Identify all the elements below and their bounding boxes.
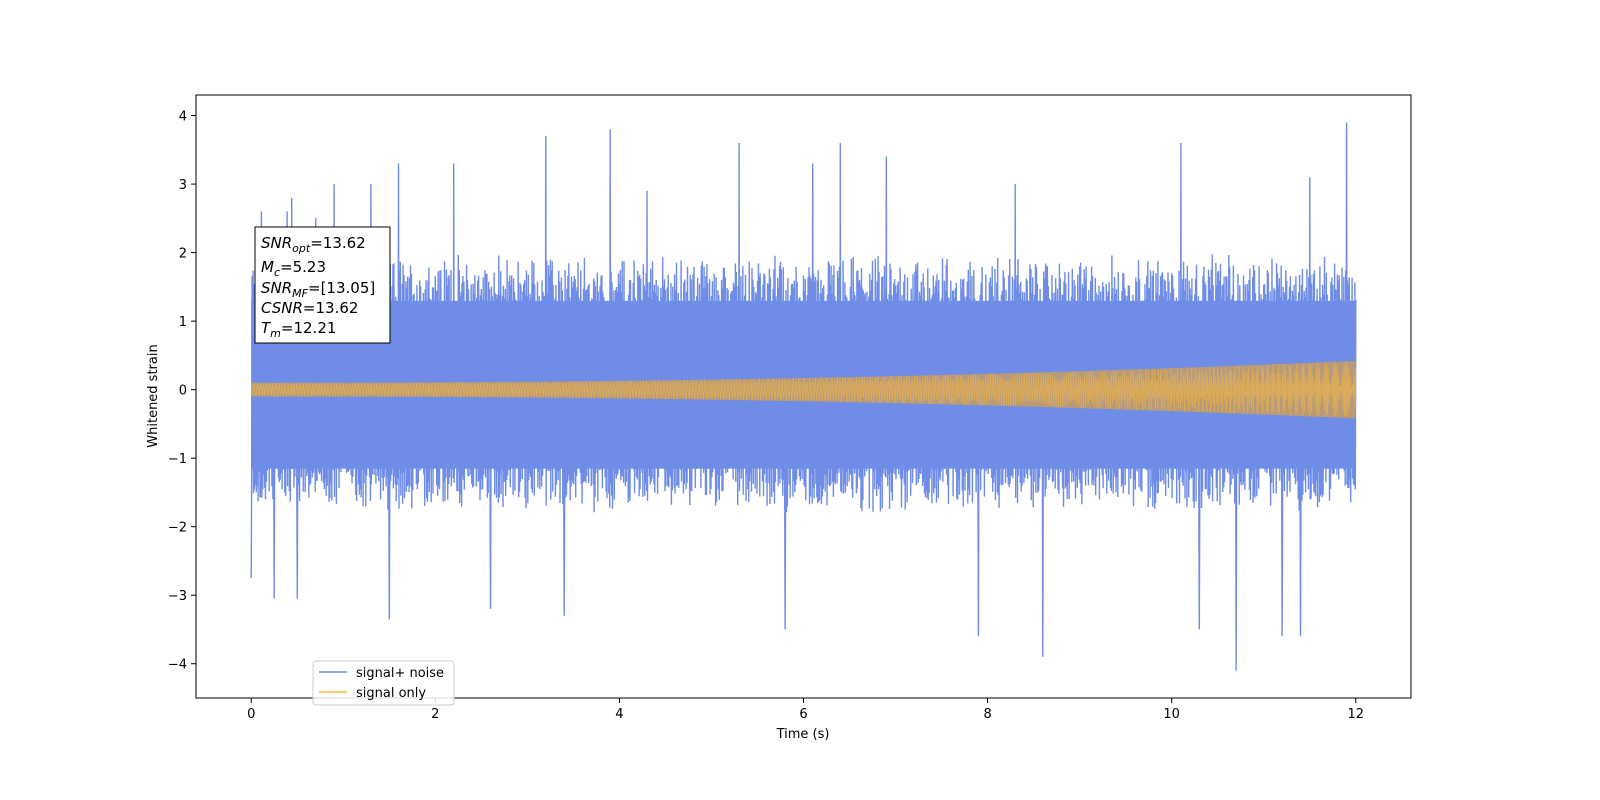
x-tick-label: 6 bbox=[799, 707, 807, 722]
y-tick-label: 4 bbox=[179, 110, 187, 125]
annotation-chirp-mass: Mc=5.23 bbox=[261, 258, 326, 279]
x-tick-label: 8 bbox=[983, 707, 991, 722]
annotation-snr-mf: SNRMF=[13.05] bbox=[261, 279, 375, 300]
y-axis-ticks: −4 −3 −2 −1 0 1 2 3 4 bbox=[168, 110, 196, 673]
y-tick-label: 2 bbox=[179, 247, 187, 262]
x-axis-label: Time (s) bbox=[776, 727, 830, 742]
annotation-csnr: CSNR=13.62 bbox=[261, 299, 358, 317]
y-tick-label: 0 bbox=[179, 384, 187, 399]
x-tick-label: 10 bbox=[1163, 707, 1180, 722]
signal-only-line bbox=[250, 361, 1357, 418]
y-tick-label: −1 bbox=[168, 452, 187, 467]
annotation-snr-opt: SNRopt=13.62 bbox=[261, 234, 366, 255]
legend-label-signal-only: signal only bbox=[356, 686, 426, 701]
x-tick-label: 0 bbox=[247, 707, 255, 722]
y-axis-label: Whitened strain bbox=[146, 344, 161, 447]
x-tick-label: 2 bbox=[431, 707, 439, 722]
annotation-box: SNRopt=13.62 Mc=5.23 SNRMF=[13.05] CSNR=… bbox=[254, 226, 391, 344]
annotation-merger-time: Tm=12.21 bbox=[261, 319, 336, 340]
annotation-frame bbox=[254, 226, 391, 344]
legend-frame bbox=[312, 660, 455, 706]
y-tick-label: 1 bbox=[179, 315, 187, 330]
y-tick-label: −4 bbox=[168, 658, 187, 673]
signal-noise-line bbox=[250, 122, 1357, 671]
y-tick-label: 3 bbox=[179, 178, 187, 193]
legend-label-signal-noise: signal+ noise bbox=[356, 666, 444, 681]
x-tick-label: 12 bbox=[1347, 707, 1364, 722]
legend: signal+ noise signal only bbox=[312, 660, 455, 706]
y-tick-label: −2 bbox=[168, 521, 187, 536]
y-tick-label: −3 bbox=[168, 589, 187, 604]
x-tick-label: 4 bbox=[615, 707, 623, 722]
